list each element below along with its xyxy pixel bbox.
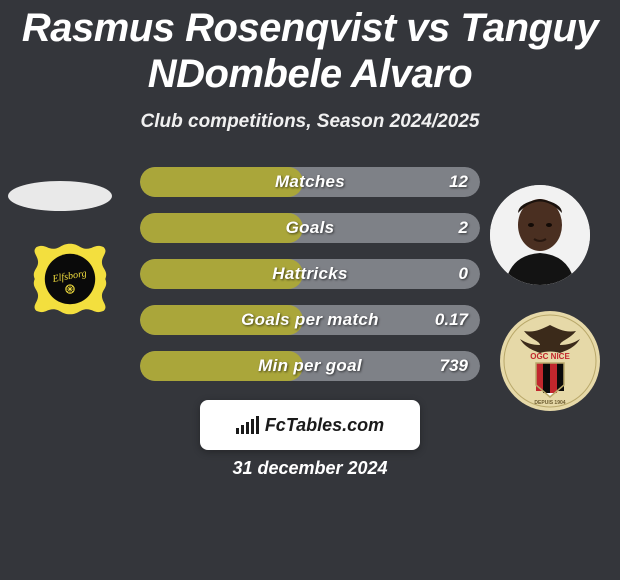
bar-label: Goals per match: [140, 305, 480, 335]
player-left-avatar-placeholder: [8, 181, 112, 211]
stat-bar-row: Matches12: [140, 167, 480, 197]
bar-label: Hattricks: [140, 259, 480, 289]
ogc-nice-subtext: DEPUIS 1904: [534, 400, 565, 406]
icon-bar: [241, 425, 244, 434]
bar-value: 0: [459, 259, 468, 289]
elfsborg-crest-icon: Elfsborg: [28, 237, 112, 321]
bar-label: Min per goal: [140, 351, 480, 381]
bar-label: Goals: [140, 213, 480, 243]
stat-bar-row: Goals per match0.17: [140, 305, 480, 335]
comparison-chart: Elfsborg OGC NICE: [0, 167, 620, 397]
page-title: Rasmus Rosenqvist vs Tanguy NDombele Alv…: [0, 0, 620, 97]
stat-bar-row: Goals2: [140, 213, 480, 243]
bar-value: 0.17: [435, 305, 468, 335]
subtitle: Club competitions, Season 2024/2025: [0, 111, 620, 133]
stat-bars: Matches12 Goals2 Hattricks0 Goals per match…: [140, 167, 480, 397]
bar-value: 12: [449, 167, 468, 197]
brand-card: FcTables.com: [200, 400, 420, 450]
bar-value: 739: [440, 351, 468, 381]
club-right-badge: OGC NICE DEPUIS 1904: [500, 311, 600, 411]
player-right-avatar: [490, 185, 590, 285]
icon-bar: [256, 416, 259, 434]
ogc-nice-text: OGC NICE: [530, 352, 570, 361]
bar-value: 2: [459, 213, 468, 243]
icon-bar: [246, 422, 249, 434]
bar-label: Matches: [140, 167, 480, 197]
ogc-nice-crest-icon: OGC NICE DEPUIS 1904: [500, 311, 600, 411]
bar-chart-icon: [236, 416, 259, 434]
brand-text: FcTables.com: [265, 415, 384, 436]
date-line: 31 december 2024: [0, 458, 620, 479]
icon-bar: [236, 428, 239, 434]
player-portrait-icon: [490, 185, 590, 285]
club-left-badge: Elfsborg: [28, 237, 112, 321]
icon-bar: [251, 419, 254, 434]
stat-bar-row: Min per goal739: [140, 351, 480, 381]
stat-bar-row: Hattricks0: [140, 259, 480, 289]
